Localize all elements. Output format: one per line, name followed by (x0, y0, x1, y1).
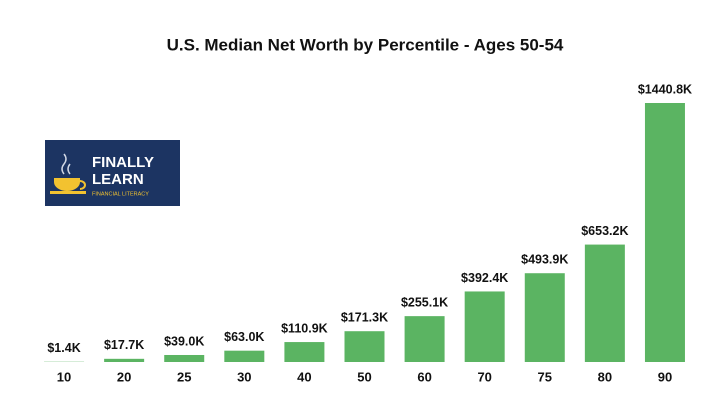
bar (164, 354, 205, 362)
value-label: $255.1K (401, 295, 448, 309)
x-tick-label: 80 (598, 369, 612, 384)
x-tick-label: 60 (417, 369, 431, 384)
bar (524, 273, 565, 362)
value-label: $110.9K (281, 321, 328, 335)
bar (344, 331, 385, 362)
logo-text: LEARN (92, 171, 144, 188)
logo-steam (61, 153, 71, 175)
value-label: $39.0K (164, 334, 204, 348)
x-tick-label: 70 (477, 369, 491, 384)
chart-title: U.S. Median Net Worth by Percentile - Ag… (167, 35, 564, 54)
logo-cup-handle (79, 180, 86, 190)
bar (404, 316, 445, 362)
x-tick-label: 40 (297, 369, 311, 384)
x-tick-label: 90 (658, 369, 672, 384)
value-label: $1440.8K (638, 82, 692, 96)
bar (584, 244, 625, 362)
x-tick-label: 25 (177, 369, 191, 384)
bar (644, 103, 685, 362)
value-label: $392.4K (461, 271, 508, 285)
logo: FINALLY LEARN FINANCIAL LITERACY (45, 140, 180, 206)
logo-text: FINALLY (92, 154, 154, 171)
x-tick-label: 30 (237, 369, 251, 384)
logo-cup (54, 178, 80, 191)
value-label: $17.7K (104, 338, 144, 352)
value-label: $1.4K (47, 341, 80, 355)
bar (464, 291, 505, 362)
bar (224, 350, 265, 362)
bar (284, 342, 325, 362)
value-label: $653.2K (581, 224, 628, 238)
logo-saucer (50, 191, 86, 194)
value-label: $63.0K (224, 330, 264, 344)
x-tick-label: 50 (357, 369, 371, 384)
x-tick-label: 20 (117, 369, 131, 384)
value-label: $171.3K (341, 311, 388, 325)
logo-background (45, 140, 180, 206)
x-tick-label: 10 (57, 369, 71, 384)
x-tick-label: 75 (538, 369, 552, 384)
bar (104, 358, 145, 362)
value-label: $493.9K (521, 253, 568, 267)
logo-tagline: FINANCIAL LITERACY (92, 191, 149, 197)
